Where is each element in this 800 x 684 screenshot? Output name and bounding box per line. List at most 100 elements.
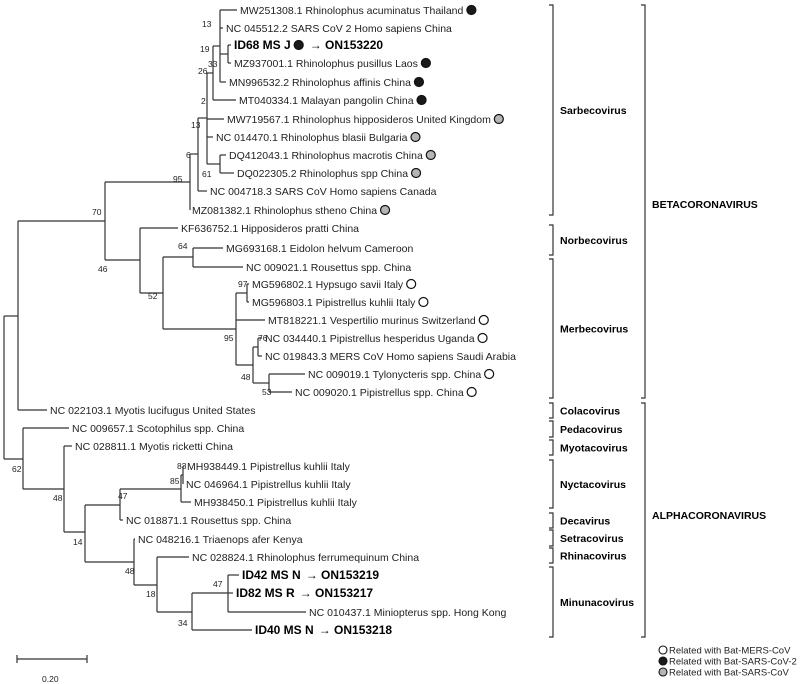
bootstrap-value: 95 [224,333,234,343]
leaf: ID42 MS N → ON153219 [242,568,379,582]
leaf-label: NC 045512.2 SARS CoV 2 Homo sapiens Chin… [226,23,452,35]
bootstrap-value: 2 [201,96,206,106]
leaf: NC 045512.2 SARS CoV 2 Homo sapiens Chin… [226,23,452,35]
subgenus-bracket [549,402,554,419]
leaf-label: NC 034440.1 Pipistrellus hesperidus Ugan… [265,333,475,345]
leaf-label: NC 009021.1 Rousettus spp. China [246,262,411,274]
bootstrap-value: 13 [191,120,201,130]
subgenus-bracket [549,420,554,438]
subgenus-bracket [549,258,554,399]
leaf-label: NC 028824.1 Rhinolophus ferrumequinum Ch… [192,552,419,564]
leaf: MH938449.1 Pipistrellus kuhlii Italy [187,461,351,473]
leaf: MG596803.1 Pipistrellus kuhlii Italy [252,296,429,309]
tree-branches [3,9,306,631]
bootstrap-value: 46 [98,264,108,274]
leaf: NC 009020.1 Pipistrellus spp. China [295,386,477,399]
bootstrap-value: 85 [170,476,180,486]
open-circle-icon [418,296,429,308]
leaf-label: NC 028811.1 Myotis ricketti China [75,441,233,453]
subgenus-bracket [549,529,554,547]
subgenus-label: Merbecovirus [560,324,628,336]
subgenus-bracket [549,224,554,256]
leaf: MW251308.1 Rhinolophus acuminatus Thaila… [240,4,477,17]
leaf: NC 028811.1 Myotis ricketti China [75,441,233,453]
subgenus-bracket [549,566,554,638]
leaf-label: MG596803.1 Pipistrellus kuhlii Italy [252,297,416,309]
leaf: NC 019843.3 MERS CoV Homo sapiens Saudi … [265,351,516,363]
leaf-label: DQ412043.1 Rhinolophus macrotis China [229,150,423,162]
subgenus-label: Setracovirus [560,533,624,545]
open-circle-icon [466,386,477,398]
bootstrap-value: 48 [125,566,135,576]
subgenus-label: Rhinacovirus [560,551,627,563]
leaf-labels: MW251308.1 Rhinolophus acuminatus Thaila… [50,4,516,637]
bootstrap-value: 52 [148,291,158,301]
subgenus-label: Sarbecovirus [560,105,627,117]
filled-black-circle-icon [466,4,477,16]
scale-bar-label: 0.20 [42,674,59,684]
bootstrap-value: 70 [92,207,102,217]
leaf: NC 022103.1 Myotis lucifugus United Stat… [50,405,255,417]
accession-number: → ON153219 [306,568,380,582]
bootstrap-value: 62 [12,464,22,474]
gray-circle-icon [410,167,422,179]
leaf: DQ412043.1 Rhinolophus macrotis China [229,149,436,162]
subgenus-bracket [549,547,554,564]
leaf: MH938450.1 Pipistrellus kuhlii Italy [194,497,358,509]
leaf: NC 048216.1 Triaenops afer Kenya [138,534,303,546]
leaf: NC 009657.1 Scotophilus spp. China [72,423,244,435]
accession-number: → ON153217 [300,586,374,600]
open-circle-icon [658,645,668,655]
leaf-label: MZ937001.1 Rhinolophus pusillus Laos [234,58,418,70]
bootstrap-value: 97 [238,279,248,289]
leaf-label: NC 009019.1 Tylonycteris spp. China [308,369,481,381]
legend-item: Related with Bat-SARS-CoV-2 [658,656,797,668]
leaf: ID82 MS R → ON153217 [236,586,373,600]
bootstrap-value: 95 [173,174,183,184]
leaf: NC 004718.3 SARS CoV Homo sapiens Canada [210,186,437,198]
bootstrap-value: 19 [200,44,210,54]
leaf: NC 034440.1 Pipistrellus hesperidus Ugan… [265,332,488,345]
subgenus-label: Myotacovirus [560,443,628,455]
leaf-label: ID40 MS N [255,623,314,637]
leaf-label: MH938450.1 Pipistrellus kuhlii Italy [194,497,358,509]
subgenus-label: Colacovirus [560,406,620,418]
open-circle-icon [406,278,417,290]
gray-circle-icon [410,131,421,143]
leaf-label: NC 019843.3 MERS CoV Homo sapiens Saudi … [265,351,516,363]
leaf-label: NC 022103.1 Myotis lucifugus United Stat… [50,405,255,417]
leaf-label: MH938449.1 Pipistrellus kuhlii Italy [187,461,351,473]
genus-bracket [641,4,646,399]
leaf: MN996532.2 Rhinolophus affinis China [229,76,425,89]
leaf: ID40 MS N → ON153218 [255,623,392,637]
subgenus-bracket [549,439,554,456]
leaf: DQ022305.2 Rhinolophus spp China [237,167,422,180]
leaf: ID68 MS J → ON153220 [234,38,383,52]
scale-bar: 0.20 [16,655,88,684]
accession-number: → ON153220 [310,38,384,52]
filled-black-circle-icon [413,76,425,88]
leaf-label: NC 048216.1 Triaenops afer Kenya [138,534,303,546]
leaf-label: NC 010437.1 Miniopterus spp. Hong Kong [309,607,506,619]
leaf: MG693168.1 Eidolon helvum Cameroon [226,243,414,255]
leaf-label: MW251308.1 Rhinolophus acuminatus Thaila… [240,5,464,17]
bootstrap-value: 53 [262,387,272,397]
leaf-label: MW719567.1 Rhinolophus hipposideros Unit… [227,114,491,126]
leaf-label: NC 009020.1 Pipistrellus spp. China [295,387,464,399]
leaf-label: NC 009657.1 Scotophilus spp. China [72,423,244,435]
subgenus-label: Minunacovirus [560,597,634,609]
filled-black-circle-icon [658,656,668,666]
leaf-label: NC 014470.1 Rhinolophus blasii Bulgaria [216,132,408,144]
bootstrap-value: 18 [146,589,156,599]
legend-label: Related with Bat-SARS-CoV [669,668,790,679]
leaf-label: MZ081382.1 Rhinolophus stheno China [192,205,377,217]
leaf: NC 009019.1 Tylonycteris spp. China [308,368,495,381]
leaf-label: NC 018871.1 Rousettus spp. China [126,515,291,527]
leaf-label: MG693168.1 Eidolon helvum Cameroon [226,243,414,255]
clade-brackets: Sarbecovirus Norbecovirus Merbecovirus Cola… [549,4,766,638]
leaf: KF636752.1 Hipposideros pratti China [181,223,359,235]
subgenus-bracket [549,512,554,529]
subgenus-bracket [549,4,554,216]
legend-item: Related with Bat-MERS-CoV [658,645,791,657]
